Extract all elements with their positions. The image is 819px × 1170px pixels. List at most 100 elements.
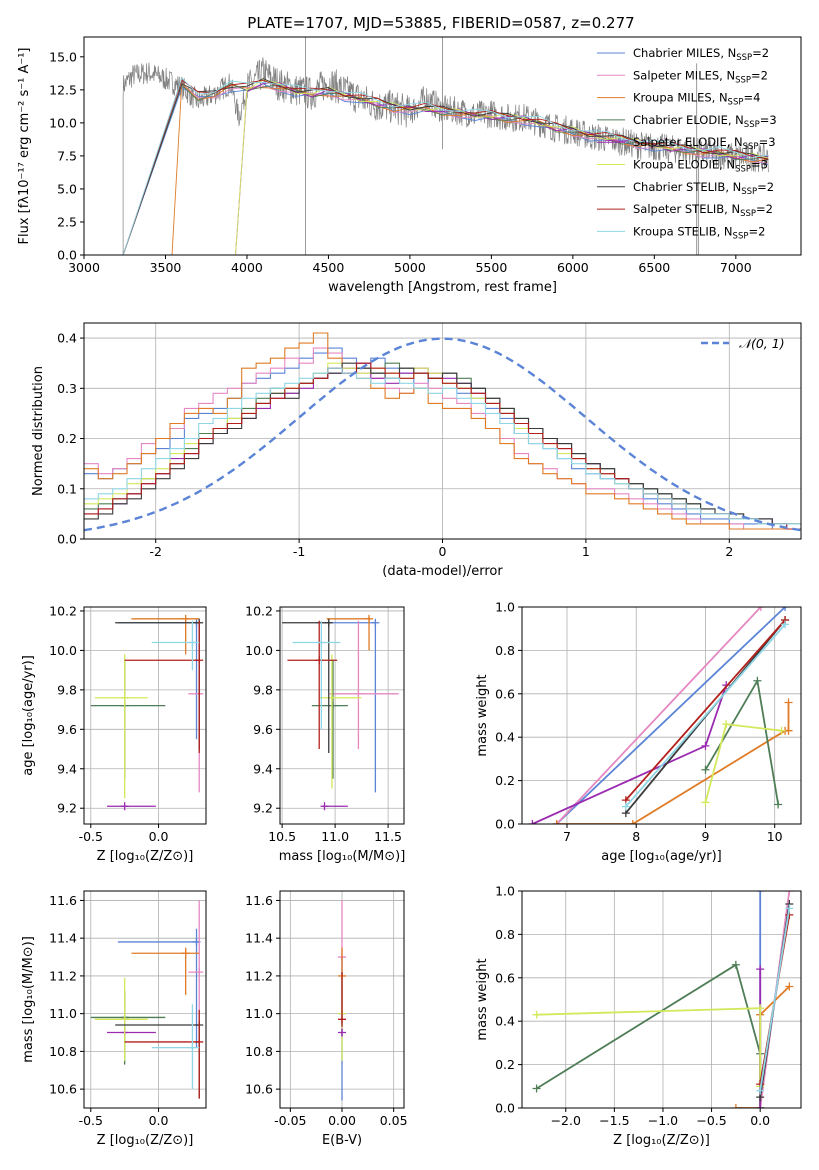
massweight-marker xyxy=(621,802,630,811)
y-tick-label: 0.2 xyxy=(495,773,515,788)
massweight-marker xyxy=(784,698,793,707)
y-tick-label: 10.8 xyxy=(245,1044,273,1059)
y-tick-label: 10.6 xyxy=(49,1082,77,1097)
data-point xyxy=(120,1015,129,1024)
massweight-marker xyxy=(781,620,790,629)
data-point xyxy=(120,802,129,811)
x-tick-label: -0.5 xyxy=(79,829,103,844)
data-point xyxy=(188,1043,197,1052)
y-tick-label: 10.0 xyxy=(245,643,273,658)
y-tick-label: 9.8 xyxy=(57,682,77,697)
axes-frame xyxy=(521,890,802,1109)
data-point xyxy=(195,968,204,977)
massweight-marker xyxy=(756,1086,765,1095)
x-tick-label: 7000 xyxy=(720,260,752,275)
x-tick-label: 3500 xyxy=(150,260,182,275)
massweight-line xyxy=(704,678,780,805)
massweight-marker xyxy=(731,960,740,969)
massweight-line xyxy=(556,702,790,824)
x-tick-label: −1.5 xyxy=(599,1113,629,1128)
x-tick-label: 0.0 xyxy=(149,829,169,844)
massweight-vs-metallicity-panel: −2.0 −1.5 −1.0 −0.5 0.0 0.0 0.2 0.4 0.6 0.8 1.0 Z [… xyxy=(475,884,802,1148)
legend-count: =2 xyxy=(757,180,774,194)
massweight-marker xyxy=(532,1010,541,1019)
legend-subscript: SSP xyxy=(743,142,759,152)
legend-subscript: SSP xyxy=(735,75,751,85)
y-tick-label: 7.5 xyxy=(57,148,77,163)
axes-frame xyxy=(83,606,207,825)
legend-subscript: SSP xyxy=(744,120,760,130)
legend-entry: Salpeter STELIB, NSSP=2 xyxy=(633,202,773,219)
x-tick-label: 4500 xyxy=(313,260,345,275)
y-tick-label: 10.0 xyxy=(49,643,77,658)
massweight-marker xyxy=(701,741,710,750)
y-tick-label: 1.0 xyxy=(495,884,515,899)
x-axis-label: (data-model)/error xyxy=(382,564,503,579)
massweight-marker xyxy=(731,1104,740,1108)
y-tick-label: 0.6 xyxy=(495,970,515,985)
x-tick-label: 0 xyxy=(439,544,447,559)
legend-subscript: SSP xyxy=(728,98,744,108)
y-tick-label: 11.0 xyxy=(49,1006,77,1021)
legend-count: =2 xyxy=(756,202,773,216)
histogram-step xyxy=(84,367,801,525)
massweight-line xyxy=(625,623,786,808)
y-tick-label: 11.6 xyxy=(245,893,273,908)
y-axis-label: Normed distribution xyxy=(31,366,46,496)
y-tick-label: 9.2 xyxy=(253,801,273,816)
massweight-line xyxy=(536,963,762,1108)
y-tick-label: 10.6 xyxy=(245,1082,273,1097)
residual-histogram-panel: 𝒩(0, 1) -2 -1 0 1 2 0.0 0.1 0.2 0.3 0.4 (data-model… xyxy=(31,322,802,579)
massweight-line xyxy=(704,723,782,803)
y-tick-label: 10.0 xyxy=(49,115,77,130)
massweight-line xyxy=(555,607,762,824)
data-point xyxy=(328,701,337,710)
y-tick-label: 0.0 xyxy=(57,248,77,263)
x-tick-label: 6500 xyxy=(638,260,670,275)
data-point xyxy=(195,1037,204,1046)
data-point xyxy=(195,656,204,665)
legend-count: =3 xyxy=(760,113,777,127)
x-tick-label: 9 xyxy=(701,829,709,844)
x-tick-label: 2 xyxy=(725,544,733,559)
massweight-marker xyxy=(785,982,794,991)
plot-area xyxy=(90,614,204,811)
x-tick-label: -0.5 xyxy=(79,1113,103,1128)
y-tick-label: 11.2 xyxy=(49,968,77,983)
x-tick-label: 4000 xyxy=(231,260,263,275)
y-tick-label: 0.0 xyxy=(495,1101,515,1116)
y-tick-label: 10.2 xyxy=(245,603,273,618)
y-tick-label: 12.5 xyxy=(49,82,77,97)
plot-area xyxy=(528,607,793,824)
legend-entry: Chabrier MILES, NSSP=2 xyxy=(633,46,769,63)
legend-entry: Kroupa STELIB, NSSP=2 xyxy=(633,224,765,241)
axes-frame xyxy=(83,890,207,1109)
y-tick-label: 9.6 xyxy=(57,722,77,737)
mass-vs-metallicity-panel: -0.5 0.0 10.6 10.8 11.0 11.2 11.4 11.6 Z [log₁₀(… xyxy=(21,890,207,1148)
y-tick-label: 15.0 xyxy=(49,49,77,64)
y-tick-label: 0.4 xyxy=(495,730,515,745)
y-tick-label: 0.4 xyxy=(495,1014,515,1029)
x-tick-label: −0.5 xyxy=(696,1113,726,1128)
x-tick-label: 10.5 xyxy=(268,829,296,844)
y-tick-label: 0.2 xyxy=(57,431,77,446)
x-axis-label: age [log₁₀(age/yr)] xyxy=(601,849,722,864)
figure-title: PLATE=1707, MJD=53885, FIBERID=0587, z=0… xyxy=(247,14,634,32)
y-tick-label: 2.5 xyxy=(57,214,77,229)
y-tick-label: 0.0 xyxy=(495,817,515,832)
legend-subscript: SSP xyxy=(740,209,756,219)
x-tick-label: 10 xyxy=(767,829,783,844)
massweight-marker xyxy=(756,1104,765,1108)
data-point xyxy=(181,949,190,958)
massweight-marker xyxy=(785,891,794,895)
plot-area xyxy=(84,332,801,532)
x-tick-label: −2.0 xyxy=(551,1113,581,1128)
massweight-marker xyxy=(628,820,637,824)
massweight-marker xyxy=(756,891,765,895)
y-axis-label: age [log₁₀(age/yr)] xyxy=(21,655,36,776)
data-point xyxy=(371,618,380,627)
legend-entry: Salpeter MILES, NSSP=2 xyxy=(633,68,768,85)
massweight-marker xyxy=(701,798,710,807)
x-axis-label: mass [log₁₀(M/M⊙)] xyxy=(279,849,406,864)
massweight-marker xyxy=(532,1084,541,1093)
